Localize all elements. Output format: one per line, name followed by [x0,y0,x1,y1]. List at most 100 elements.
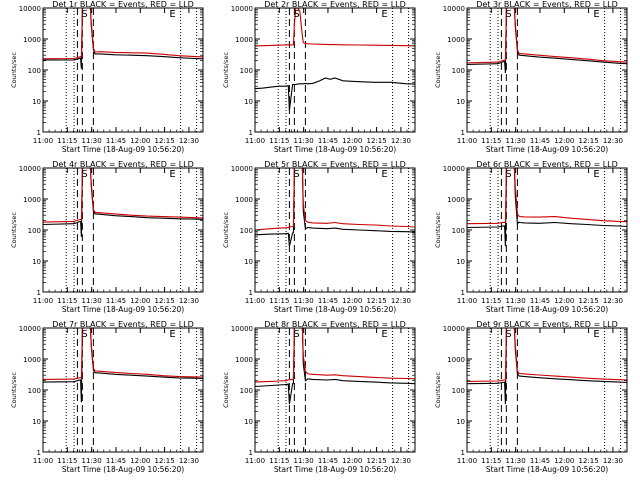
x-tick-label: 11:00 [33,457,53,465]
marker-label: S [81,329,87,340]
plot-frame [254,327,416,453]
y-tick-label: 10 [244,258,253,266]
y-tick-label: 100 [452,387,465,395]
panel-title: Det 9r BLACK = Events, RED = LLD [476,320,618,329]
y-tick-label: 100 [240,227,253,235]
y-tick-label: 1 [37,289,41,297]
panel-title: Det 8r BLACK = Events, RED = LLD [264,320,406,329]
panel-title: Det 6r BLACK = Events, RED = LLD [476,160,618,169]
y-tick-label: 1000 [235,356,253,364]
series-line-events [467,8,627,74]
y-tick-label: 10 [456,258,465,266]
y-tick-label: 1 [249,449,253,457]
series-line-events [255,328,415,405]
x-tick-label: 12:30 [179,457,199,465]
x-tick-label: 11:00 [245,457,265,465]
y-axis-label: Counts/sec [10,52,18,88]
marker-label: E [593,169,599,180]
x-axis-label: Start Time (18-Aug-09 10:56:20) [486,145,608,154]
series-line-lld [43,168,203,223]
x-tick-label: 12:30 [391,297,411,305]
y-tick-label: 10 [32,98,41,106]
x-tick-label: 11:30 [294,457,314,465]
x-axis-label: Start Time (18-Aug-09 10:56:20) [62,305,184,314]
x-tick-label: 12:30 [391,457,411,465]
series-line-events [467,328,627,405]
x-tick-label: 11:00 [33,297,53,305]
y-axis-label: Counts/sec [222,372,230,408]
y-tick-label: 1000 [23,196,41,204]
marker-label: E [169,9,175,20]
x-tick-label: 12:00 [554,297,574,305]
x-axis-label: Start Time (18-Aug-09 10:56:20) [274,465,396,474]
series-line-events [467,168,627,247]
x-axis-label: Start Time (18-Aug-09 10:56:20) [62,145,184,154]
y-tick-label: 100 [452,67,465,75]
y-tick-label: 1000 [23,356,41,364]
plot-frame [42,327,204,453]
marker-label: S [293,329,299,340]
y-axis-label: Counts/sec [434,372,442,408]
y-tick-label: 10000 [231,165,253,173]
marker-label: S [505,9,511,20]
series-line-events [43,8,203,69]
y-axis-label: Counts/sec [222,52,230,88]
y-tick-label: 1000 [447,196,465,204]
x-tick-label: 12:00 [342,297,362,305]
x-tick-label: 11:00 [457,297,477,305]
y-tick-label: 10 [32,258,41,266]
x-axis-label: Start Time (18-Aug-09 10:56:20) [274,145,396,154]
x-tick-label: 11:45 [530,137,550,145]
x-tick-label: 11:00 [457,137,477,145]
x-tick-label: 12:00 [554,457,574,465]
x-tick-label: 12:30 [179,297,199,305]
x-tick-label: 11:15 [57,137,77,145]
y-tick-label: 100 [28,387,41,395]
marker-label: S [293,9,299,20]
x-tick-label: 11:15 [57,297,77,305]
y-axis-label: Counts/sec [434,212,442,248]
panel-title: Det 7r BLACK = Events, RED = LLD [52,320,194,329]
x-tick-label: 11:30 [82,297,102,305]
y-tick-label: 10000 [19,325,41,333]
y-tick-label: 100 [28,67,41,75]
x-axis-label: Start Time (18-Aug-09 10:56:20) [486,465,608,474]
y-tick-label: 1000 [447,356,465,364]
y-tick-label: 10 [32,418,41,426]
plot-frame [254,7,416,133]
marker-label: E [381,9,387,20]
x-tick-label: 12:15 [579,137,599,145]
y-axis-label: Counts/sec [10,212,18,248]
y-tick-label: 1000 [23,36,41,44]
y-tick-label: 1 [37,129,41,137]
panel-title: Det 3r BLACK = Events, RED = LLD [476,0,618,9]
x-tick-label: 11:15 [481,457,501,465]
x-tick-label: 11:15 [269,137,289,145]
y-tick-label: 1 [249,129,253,137]
y-tick-label: 10 [456,98,465,106]
y-tick-label: 1000 [235,36,253,44]
series-line-lld [255,8,415,47]
y-tick-label: 10000 [443,5,465,13]
marker-label: E [593,9,599,20]
series-line-lld [255,328,415,383]
x-tick-label: 12:00 [342,137,362,145]
series-line-lld [467,168,627,225]
x-tick-label: 12:00 [130,457,150,465]
x-axis-label: Start Time (18-Aug-09 10:56:20) [486,305,608,314]
x-tick-label: 11:00 [457,457,477,465]
x-tick-label: 11:45 [530,297,550,305]
x-tick-label: 11:45 [530,457,550,465]
marker-label: E [169,169,175,180]
panel-title: Det 4r BLACK = Events, RED = LLD [52,160,194,169]
y-tick-label: 1 [37,449,41,457]
x-tick-label: 12:15 [367,457,387,465]
marker-label: S [505,329,511,340]
x-tick-label: 11:30 [294,297,314,305]
x-tick-label: 12:00 [342,457,362,465]
x-tick-label: 12:00 [130,137,150,145]
